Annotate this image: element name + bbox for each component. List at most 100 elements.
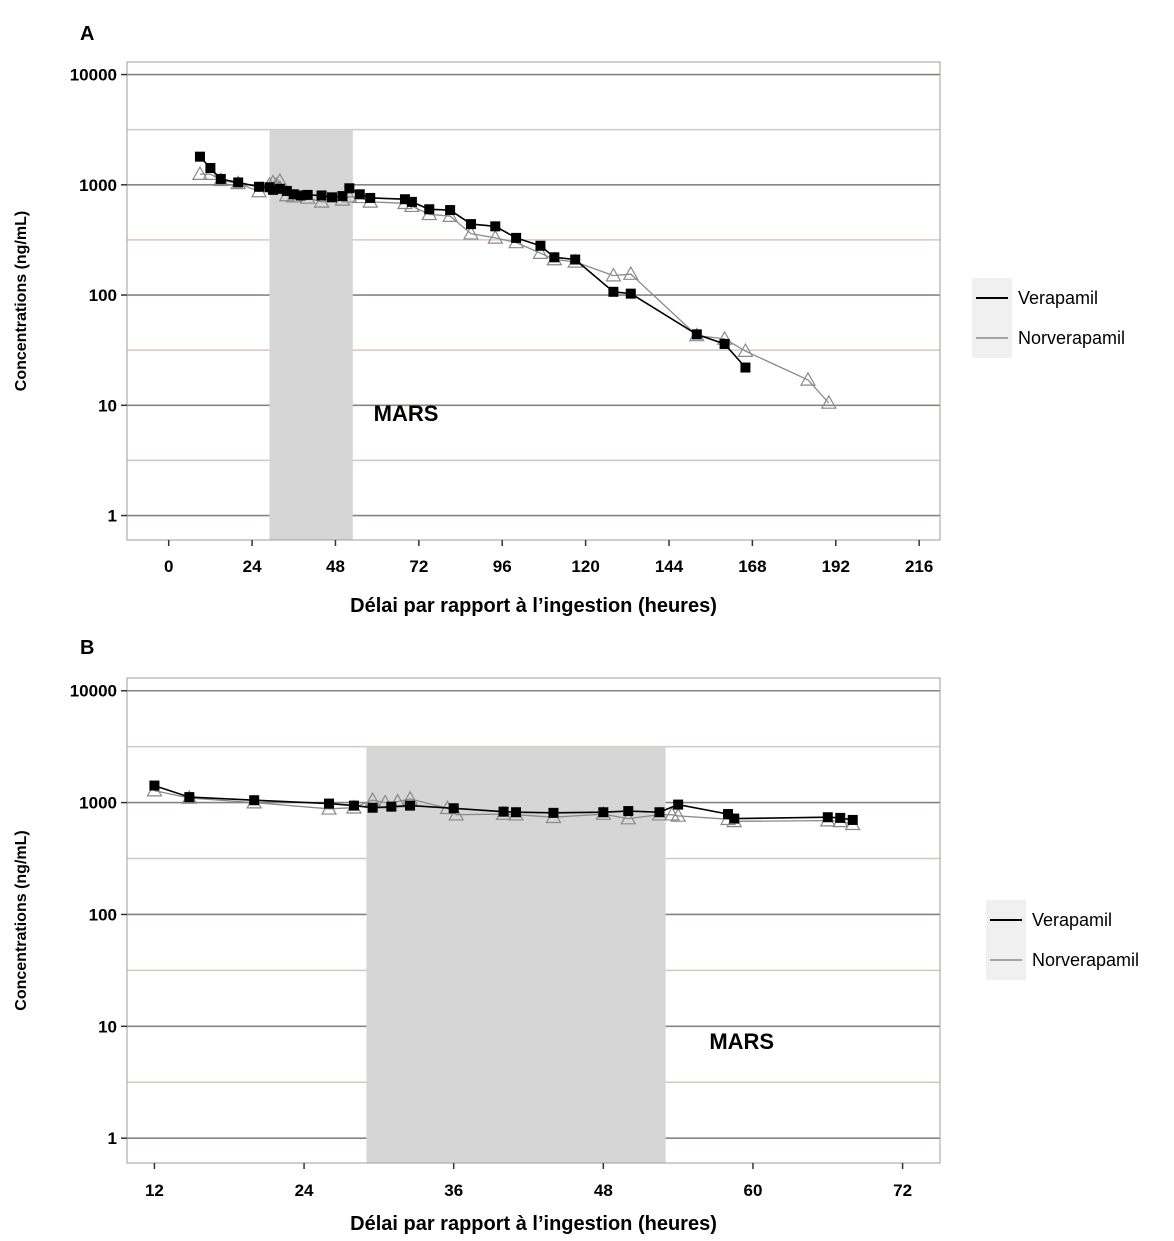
verapamil-point [399, 194, 410, 205]
verapamil-legend-label: Verapamil [1032, 910, 1112, 930]
y-tick-label: 1 [108, 1129, 117, 1148]
verapamil-point [367, 802, 378, 813]
verapamil-point [324, 798, 335, 809]
x-tick-label: 0 [164, 557, 173, 576]
norverapamil-point [202, 165, 219, 180]
x-tick-label: 24 [243, 557, 262, 576]
verapamil-point [691, 329, 702, 340]
x-tick-label: 48 [594, 1181, 613, 1200]
verapamil-point [205, 163, 216, 174]
x-axis-title: Délai par rapport à l’ingestion (heures) [350, 595, 717, 617]
verapamil-point [424, 204, 435, 215]
verapamil-point [729, 813, 740, 824]
panel-b: B 1 10 100 1000 10000 12 24 36 48 60 72 Délai par ra… [13, 637, 1139, 1235]
verapamil-point [184, 792, 195, 803]
y-tick-label: 100 [89, 286, 117, 305]
verapamil-point [490, 221, 501, 232]
verapamil-point [288, 189, 299, 200]
norverapamil-point [448, 806, 465, 821]
verapamil-point [511, 232, 522, 243]
legend: Verapamil Norverapamil [986, 900, 1139, 980]
verapamil-point [302, 189, 313, 200]
y-axis-title: Concentrations (ng/mL) [13, 211, 30, 391]
verapamil-point [723, 809, 734, 820]
verapamil-point [448, 803, 459, 814]
verapamil-point [822, 812, 833, 823]
y-tick-label: 10000 [70, 66, 117, 85]
norverapamil-point [442, 207, 459, 222]
panel-letter: A [80, 23, 94, 45]
verapamil-point [406, 196, 417, 207]
plot-border [126, 61, 941, 541]
x-tick-label: 216 [905, 557, 933, 576]
verapamil-point [344, 183, 355, 194]
y-tick-label: 1000 [79, 794, 117, 813]
verapamil-point [354, 189, 365, 200]
verapamil-point [267, 184, 278, 195]
norverapamil-point [605, 267, 622, 282]
verapamil-point [386, 801, 397, 812]
verapamil-point [623, 806, 634, 817]
x-tick-label: 72 [893, 1181, 912, 1200]
y-tick-label: 10000 [70, 682, 117, 701]
verapamil-point [316, 190, 327, 201]
verapamil-point [847, 814, 858, 825]
verapamil-point [215, 173, 226, 184]
legend: Verapamil Norverapamil [972, 278, 1125, 358]
y-tick-label: 1 [108, 507, 117, 526]
norverapamil-legend-label: Norverapamil [1018, 328, 1125, 348]
norverapamil-point [487, 229, 504, 244]
x-tick-label: 120 [571, 557, 599, 576]
norverapamil-point [622, 265, 639, 280]
verapamil-point [740, 362, 751, 373]
verapamil-point [149, 780, 160, 791]
x-tick-label: 96 [493, 557, 512, 576]
y-tick-label: 10 [98, 1017, 117, 1036]
verapamil-point [233, 177, 244, 188]
verapamil-point [719, 338, 730, 349]
mars-annotation: MARS [709, 1029, 774, 1054]
verapamil-point [445, 205, 456, 216]
x-tick-label: 36 [444, 1181, 463, 1200]
verapamil-point [654, 807, 665, 818]
x-tick-label: 192 [822, 557, 850, 576]
verapamil-point [405, 800, 416, 811]
x-tick-label: 168 [738, 557, 766, 576]
plot-border [126, 677, 941, 1164]
x-tick-label: 24 [295, 1181, 314, 1200]
norverapamil-point [620, 810, 637, 825]
norverapamil-point [532, 244, 549, 259]
verapamil-point [498, 806, 509, 817]
x-tick-label: 144 [655, 557, 684, 576]
panel-letter: B [80, 637, 94, 659]
verapamil-point [625, 288, 636, 299]
verapamil-point [194, 151, 205, 162]
verapamil-point [835, 812, 846, 823]
verapamil-point [348, 800, 359, 811]
y-tick-label: 1000 [79, 176, 117, 195]
mars-annotation: MARS [374, 401, 439, 426]
x-tick-label: 60 [743, 1181, 762, 1200]
verapamil-point [548, 807, 559, 818]
norverapamil-legend-label: Norverapamil [1032, 950, 1139, 970]
panel-a: A 1 10 100 1000 10000 0 24 48 72 96 120 144 168 192 216… [13, 23, 1125, 617]
verapamil-point [535, 240, 546, 251]
norverapamil-point [670, 807, 687, 822]
verapamil-point [274, 183, 285, 194]
norverapamil-point [799, 371, 817, 386]
verapamil-point [465, 219, 476, 230]
x-tick-label: 72 [409, 557, 428, 576]
norverapamil-point [820, 394, 837, 409]
verapamil-point [295, 190, 306, 201]
verapamil-point [326, 192, 337, 203]
norverapamil-point [191, 165, 208, 180]
x-tick-label: 12 [145, 1181, 164, 1200]
verapamil-point [549, 252, 560, 263]
y-tick-label: 100 [89, 905, 117, 924]
verapamil-point [608, 286, 619, 297]
norverapamil-point [737, 342, 754, 357]
x-tick-label: 48 [326, 557, 345, 576]
norverapamil-point [313, 193, 330, 208]
verapamil-point [511, 807, 522, 818]
